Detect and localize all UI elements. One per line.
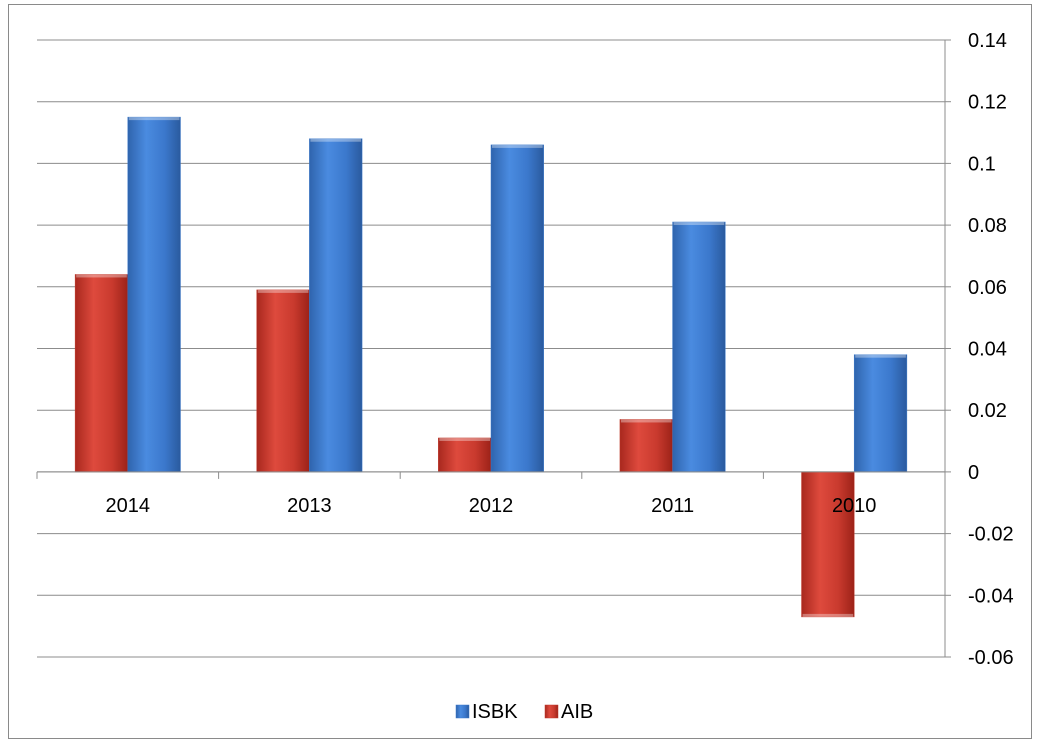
y-tick-label: 0 [968,462,979,484]
y-tick-label: 0.08 [968,215,1007,237]
bar-isbk-2012 [490,144,544,473]
y-tick-label: 0.1 [968,153,996,175]
y-tick-label: 0.12 [968,92,1007,114]
bar-aib-2012 [438,437,492,473]
bar-bevel [620,419,672,423]
bar-bevel [492,144,543,148]
bar-aib-2011 [619,419,673,473]
bar-bevel [76,274,127,278]
bar-bevel [855,354,906,358]
y-tick-label: 0.14 [968,30,1007,52]
y-tick-label: -0.06 [968,647,1014,669]
legend-label-isbk: ISBK [472,701,518,723]
x-tick-label: 2010 [832,495,877,517]
bar-bevel [128,117,180,121]
y-tick-label: -0.02 [968,524,1014,546]
y-tick-label: 0.02 [968,400,1007,422]
x-tick-label: 2014 [106,495,151,517]
bar-bevel [310,138,362,142]
y-tick-label: 0.06 [968,277,1007,299]
x-tick-label: 2012 [469,495,514,517]
legend-label-aib: AIB [561,701,593,723]
bar-isbk-2011 [672,221,726,473]
x-tick-label: 2011 [651,495,694,517]
y-tick-label: -0.04 [968,585,1014,607]
x-tick-label: 2013 [287,495,332,517]
bar-chart: 0.14 0.12 0.1 0.08 0.06 0.04 0.02 0 -0.02 -0.04 -0… [36,30,1014,723]
legend-swatch-aib [544,704,559,719]
bar-bevel [802,613,854,617]
bar-aib-2010 [801,471,855,618]
bar-bevel [439,437,490,441]
chart-frame: 0.14 0.12 0.1 0.08 0.06 0.04 0.02 0 -0.02 -0.04 -0… [8,4,1032,739]
bar-bevel [673,222,725,226]
y-tick-label: 0.04 [968,339,1007,361]
legend-swatch-isbk [455,704,470,719]
bar-aib-2014 [74,274,129,473]
bar-isbk-2014 [127,116,181,473]
bar-isbk-2010 [853,354,908,473]
bar-aib-2013 [256,289,310,473]
bar-isbk-2013 [309,138,363,473]
bar-bevel [257,289,309,293]
